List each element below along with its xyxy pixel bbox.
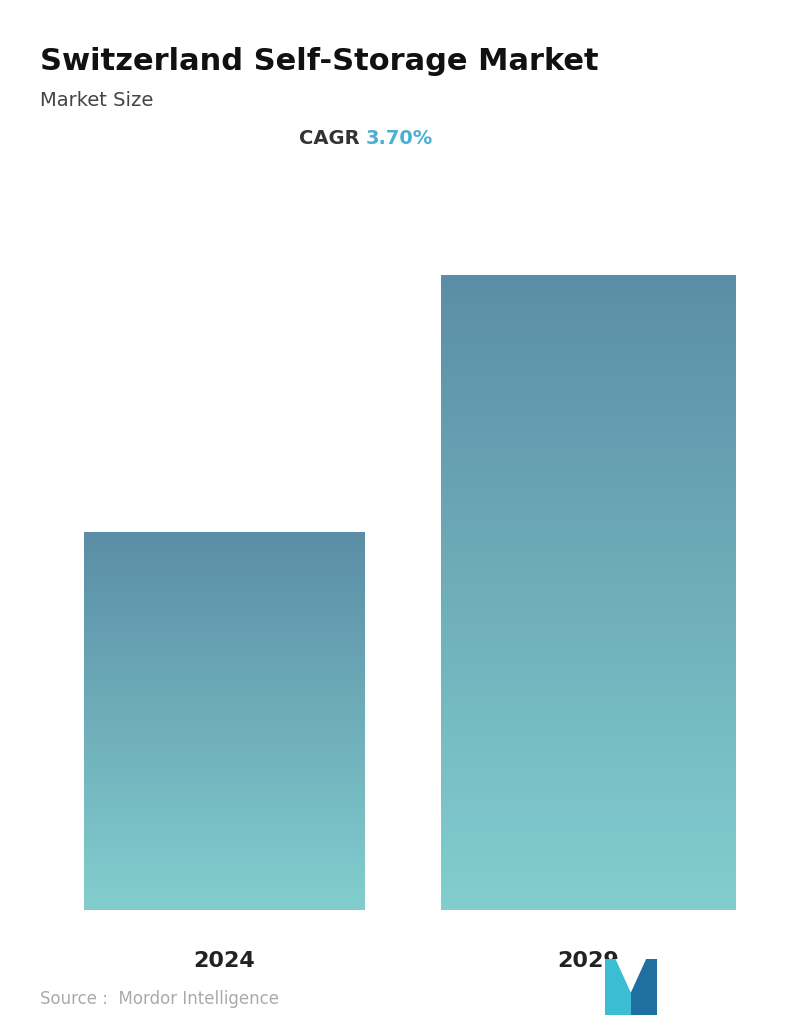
Polygon shape xyxy=(605,959,630,1015)
Text: Market Size: Market Size xyxy=(40,91,153,110)
Text: 3.70%: 3.70% xyxy=(366,129,433,148)
Polygon shape xyxy=(630,959,657,1015)
Text: Source :  Mordor Intelligence: Source : Mordor Intelligence xyxy=(40,991,279,1008)
Text: 2024: 2024 xyxy=(193,951,255,971)
Text: Switzerland Self-Storage Market: Switzerland Self-Storage Market xyxy=(40,47,599,75)
Text: CAGR: CAGR xyxy=(298,129,366,148)
Polygon shape xyxy=(615,959,646,993)
Text: 2029: 2029 xyxy=(557,951,619,971)
